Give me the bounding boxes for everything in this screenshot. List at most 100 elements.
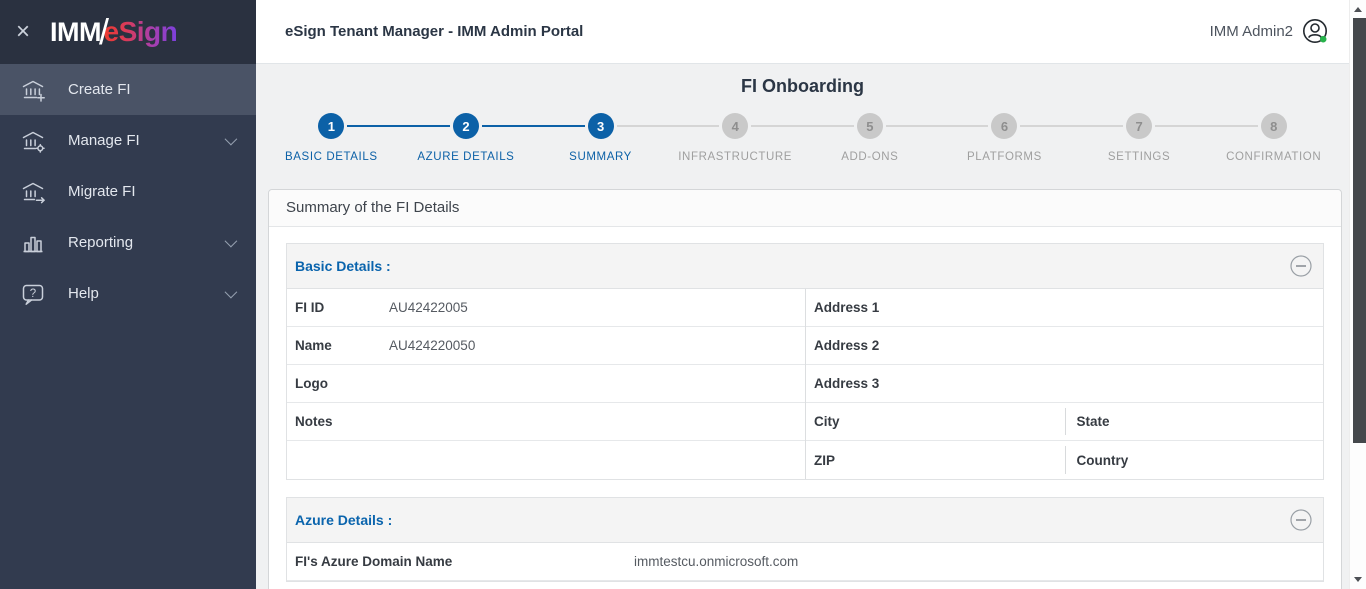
step-label: BASIC DETAILS — [285, 151, 378, 163]
step-label: PLATFORMS — [967, 151, 1042, 163]
step-circle[interactable]: 4 — [722, 113, 749, 139]
summary-panel-title: Summary of the FI Details — [269, 190, 1341, 227]
field-label: Address 1 — [814, 300, 880, 315]
step-summary[interactable]: 3 SUMMARY — [481, 113, 668, 163]
imm-esign-logo: IMM / eSign — [50, 14, 178, 50]
basic-details-section: Basic Details : FI ID — [286, 243, 1324, 480]
step-label: ADD-ONS — [841, 151, 899, 163]
step-basic-details[interactable]: 1 BASIC DETAILS — [264, 113, 399, 163]
step-label: CONFIRMATION — [1226, 151, 1322, 163]
top-header-bar: eSign Tenant Manager - IMM Admin Portal … — [256, 0, 1349, 64]
step-circle[interactable]: 3 — [587, 113, 614, 139]
table-row — [287, 441, 805, 479]
basic-details-left-column: FI ID AU42422005 Name AU424220050 Logo — [287, 289, 805, 479]
step-circle[interactable]: 1 — [318, 113, 345, 139]
field-value: immtestcu.onmicrosoft.com — [634, 554, 799, 569]
sidebar-item-label: Create FI — [68, 81, 131, 98]
content-area: FI Onboarding 1 BASIC DETAILS 2 AZURE DE… — [256, 64, 1349, 589]
help-bubble-icon: ? — [22, 284, 44, 305]
bank-arrow-icon — [22, 182, 45, 203]
basic-details-right-column: Address 1 Address 2 Address 3 — [805, 289, 1323, 479]
user-name: IMM Admin2 — [1209, 23, 1293, 40]
bar-chart-icon — [23, 236, 43, 252]
step-connector — [1155, 125, 1258, 127]
chevron-down-icon — [224, 132, 238, 146]
sidebar-item-migrate-fi[interactable]: Migrate FI — [0, 166, 256, 217]
step-circle[interactable]: 7 — [1126, 113, 1153, 139]
scrollbar-up-button[interactable] — [1350, 1, 1366, 17]
sidebar-item-label: Help — [68, 285, 99, 302]
step-label: AZURE DETAILS — [417, 151, 515, 163]
step-connector — [751, 125, 854, 127]
field-label: Name — [295, 338, 332, 353]
field-value: AU42422005 — [389, 300, 468, 315]
logo-imm-text: IMM — [50, 17, 101, 47]
step-azure-details[interactable]: 2 AZURE DETAILS — [347, 113, 534, 163]
step-connector — [481, 125, 585, 127]
field-label: Logo — [295, 376, 328, 391]
azure-details-title: Azure Details : — [295, 512, 393, 528]
step-platforms[interactable]: 6 PLATFORMS — [885, 113, 1072, 163]
step-circle[interactable]: 8 — [1260, 113, 1287, 139]
step-settings[interactable]: 7 SETTINGS — [1020, 113, 1207, 163]
step-add-ons[interactable]: 5 ADD-ONS — [751, 113, 938, 163]
scrollbar-thumb[interactable] — [1353, 18, 1366, 443]
field-label: FI's Azure Domain Name — [295, 554, 453, 569]
step-label: INFRASTRUCTURE — [678, 151, 793, 163]
step-connector — [1020, 125, 1124, 127]
summary-panel-body: Basic Details : FI ID — [269, 227, 1341, 589]
field-label: Address 2 — [814, 338, 880, 353]
sidebar-item-reporting[interactable]: Reporting — [0, 217, 256, 268]
table-row: FI's Azure Domain Name immtestcu.onmicro… — [287, 543, 1323, 581]
table-row: FI ID AU42422005 — [287, 289, 805, 327]
step-connector — [885, 125, 989, 127]
table-cell: ZIP — [806, 441, 1065, 479]
step-infrastructure[interactable]: 4 INFRASTRUCTURE — [616, 113, 803, 163]
table-row: Name AU424220050 — [287, 327, 805, 365]
sidebar-item-help[interactable]: ? Help — [0, 268, 256, 319]
scrollbar-down-button[interactable] — [1350, 571, 1366, 587]
main-area: eSign Tenant Manager - IMM Admin Portal … — [256, 0, 1349, 589]
step-confirmation[interactable]: 8 CONFIRMATION — [1155, 113, 1341, 163]
logo-esign-text: eSign — [103, 16, 178, 47]
collapse-basic-details-button[interactable] — [1289, 254, 1313, 278]
sidebar-close-icon[interactable]: × — [16, 18, 31, 45]
table-row: Address 1 — [806, 289, 1323, 327]
step-connector — [616, 125, 720, 127]
collapse-azure-details-button[interactable] — [1289, 508, 1313, 532]
sidebar-item-manage-fi[interactable]: Manage FI — [0, 115, 256, 166]
table-cell: State — [1064, 403, 1324, 440]
bank-plus-icon — [22, 80, 45, 102]
field-label: ZIP — [814, 452, 836, 468]
field-label: Address 3 — [814, 376, 880, 391]
table-row: Address 3 — [806, 365, 1323, 403]
sidebar-logo-bar: × IMM / eSign — [0, 0, 256, 64]
sidebar-item-label: Migrate FI — [68, 183, 136, 200]
minus-circle-icon — [1290, 509, 1312, 531]
table-cell: Country — [1064, 441, 1324, 479]
user-menu[interactable]: IMM Admin2 — [1210, 18, 1329, 45]
azure-details-section: Azure Details : FI's Azure Domain Name i… — [286, 497, 1324, 582]
field-label: FI ID — [295, 300, 325, 315]
table-row: City State — [806, 403, 1323, 441]
online-status-dot — [1319, 35, 1327, 43]
step-connector — [347, 125, 450, 127]
step-circle[interactable]: 5 — [856, 113, 883, 139]
basic-details-title: Basic Details : — [295, 258, 391, 274]
page-title: FI Onboarding — [741, 76, 864, 96]
vertical-scrollbar[interactable] — [1349, 0, 1366, 589]
step-circle[interactable]: 2 — [452, 113, 479, 139]
step-circle[interactable]: 6 — [991, 113, 1018, 139]
summary-panel: Summary of the FI Details Basic Details … — [268, 189, 1342, 589]
arrow-down-icon — [1354, 576, 1362, 582]
table-cell: City — [806, 403, 1065, 440]
field-label: Notes — [295, 414, 333, 429]
svg-text:?: ? — [30, 288, 36, 300]
user-avatar-icon[interactable] — [1302, 18, 1329, 45]
sidebar-item-label: Reporting — [68, 234, 134, 251]
field-label: State — [1076, 414, 1110, 429]
sidebar-item-create-fi[interactable]: Create FI — [0, 64, 256, 115]
table-row: ZIP Country — [806, 441, 1323, 479]
field-label: City — [814, 414, 840, 429]
